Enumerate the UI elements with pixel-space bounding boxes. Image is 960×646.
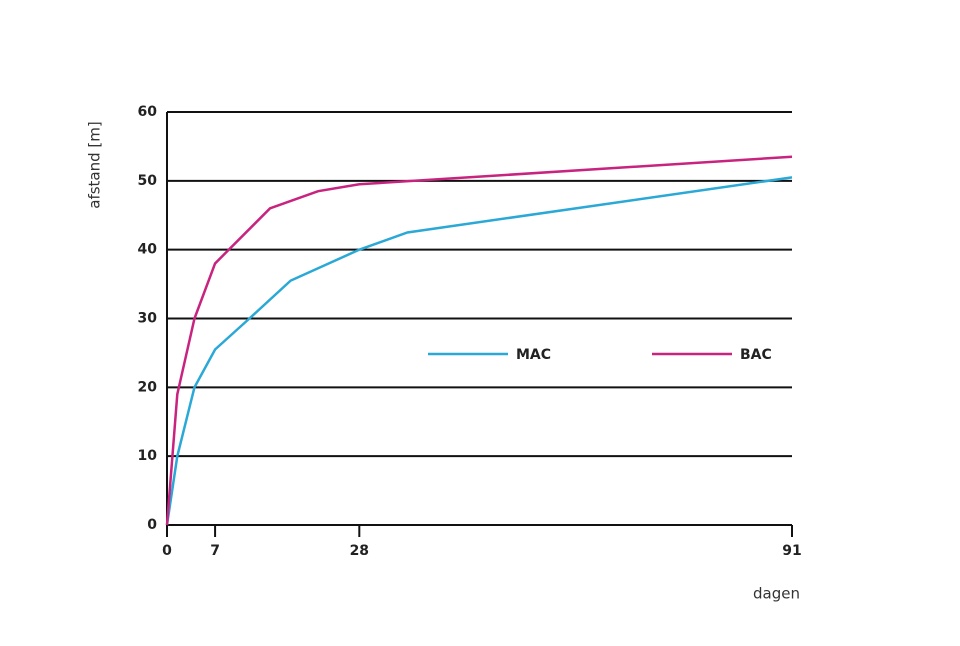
x-tick-label: 28: [350, 543, 369, 559]
data-line: [165, 155, 793, 526]
legend-label: BAC: [740, 347, 772, 363]
x-axis-label: dagen: [753, 585, 800, 603]
x-tick-label: 7: [210, 543, 220, 559]
y-axis-label: afstand [m]: [86, 121, 104, 208]
y-tick-label: 20: [138, 379, 158, 395]
y-tick-label: 30: [138, 311, 158, 327]
y-tick-label: 0: [147, 517, 157, 533]
x-tick-label: 0: [162, 543, 172, 559]
y-tick-label: 40: [138, 242, 158, 258]
legend-label: MAC: [516, 347, 551, 363]
y-tick-label: 50: [138, 173, 158, 189]
y-tick-label: 10: [138, 448, 158, 464]
x-tick-label: 91: [782, 543, 801, 559]
y-tick-label: 60: [138, 104, 158, 120]
data-line: [165, 176, 793, 526]
